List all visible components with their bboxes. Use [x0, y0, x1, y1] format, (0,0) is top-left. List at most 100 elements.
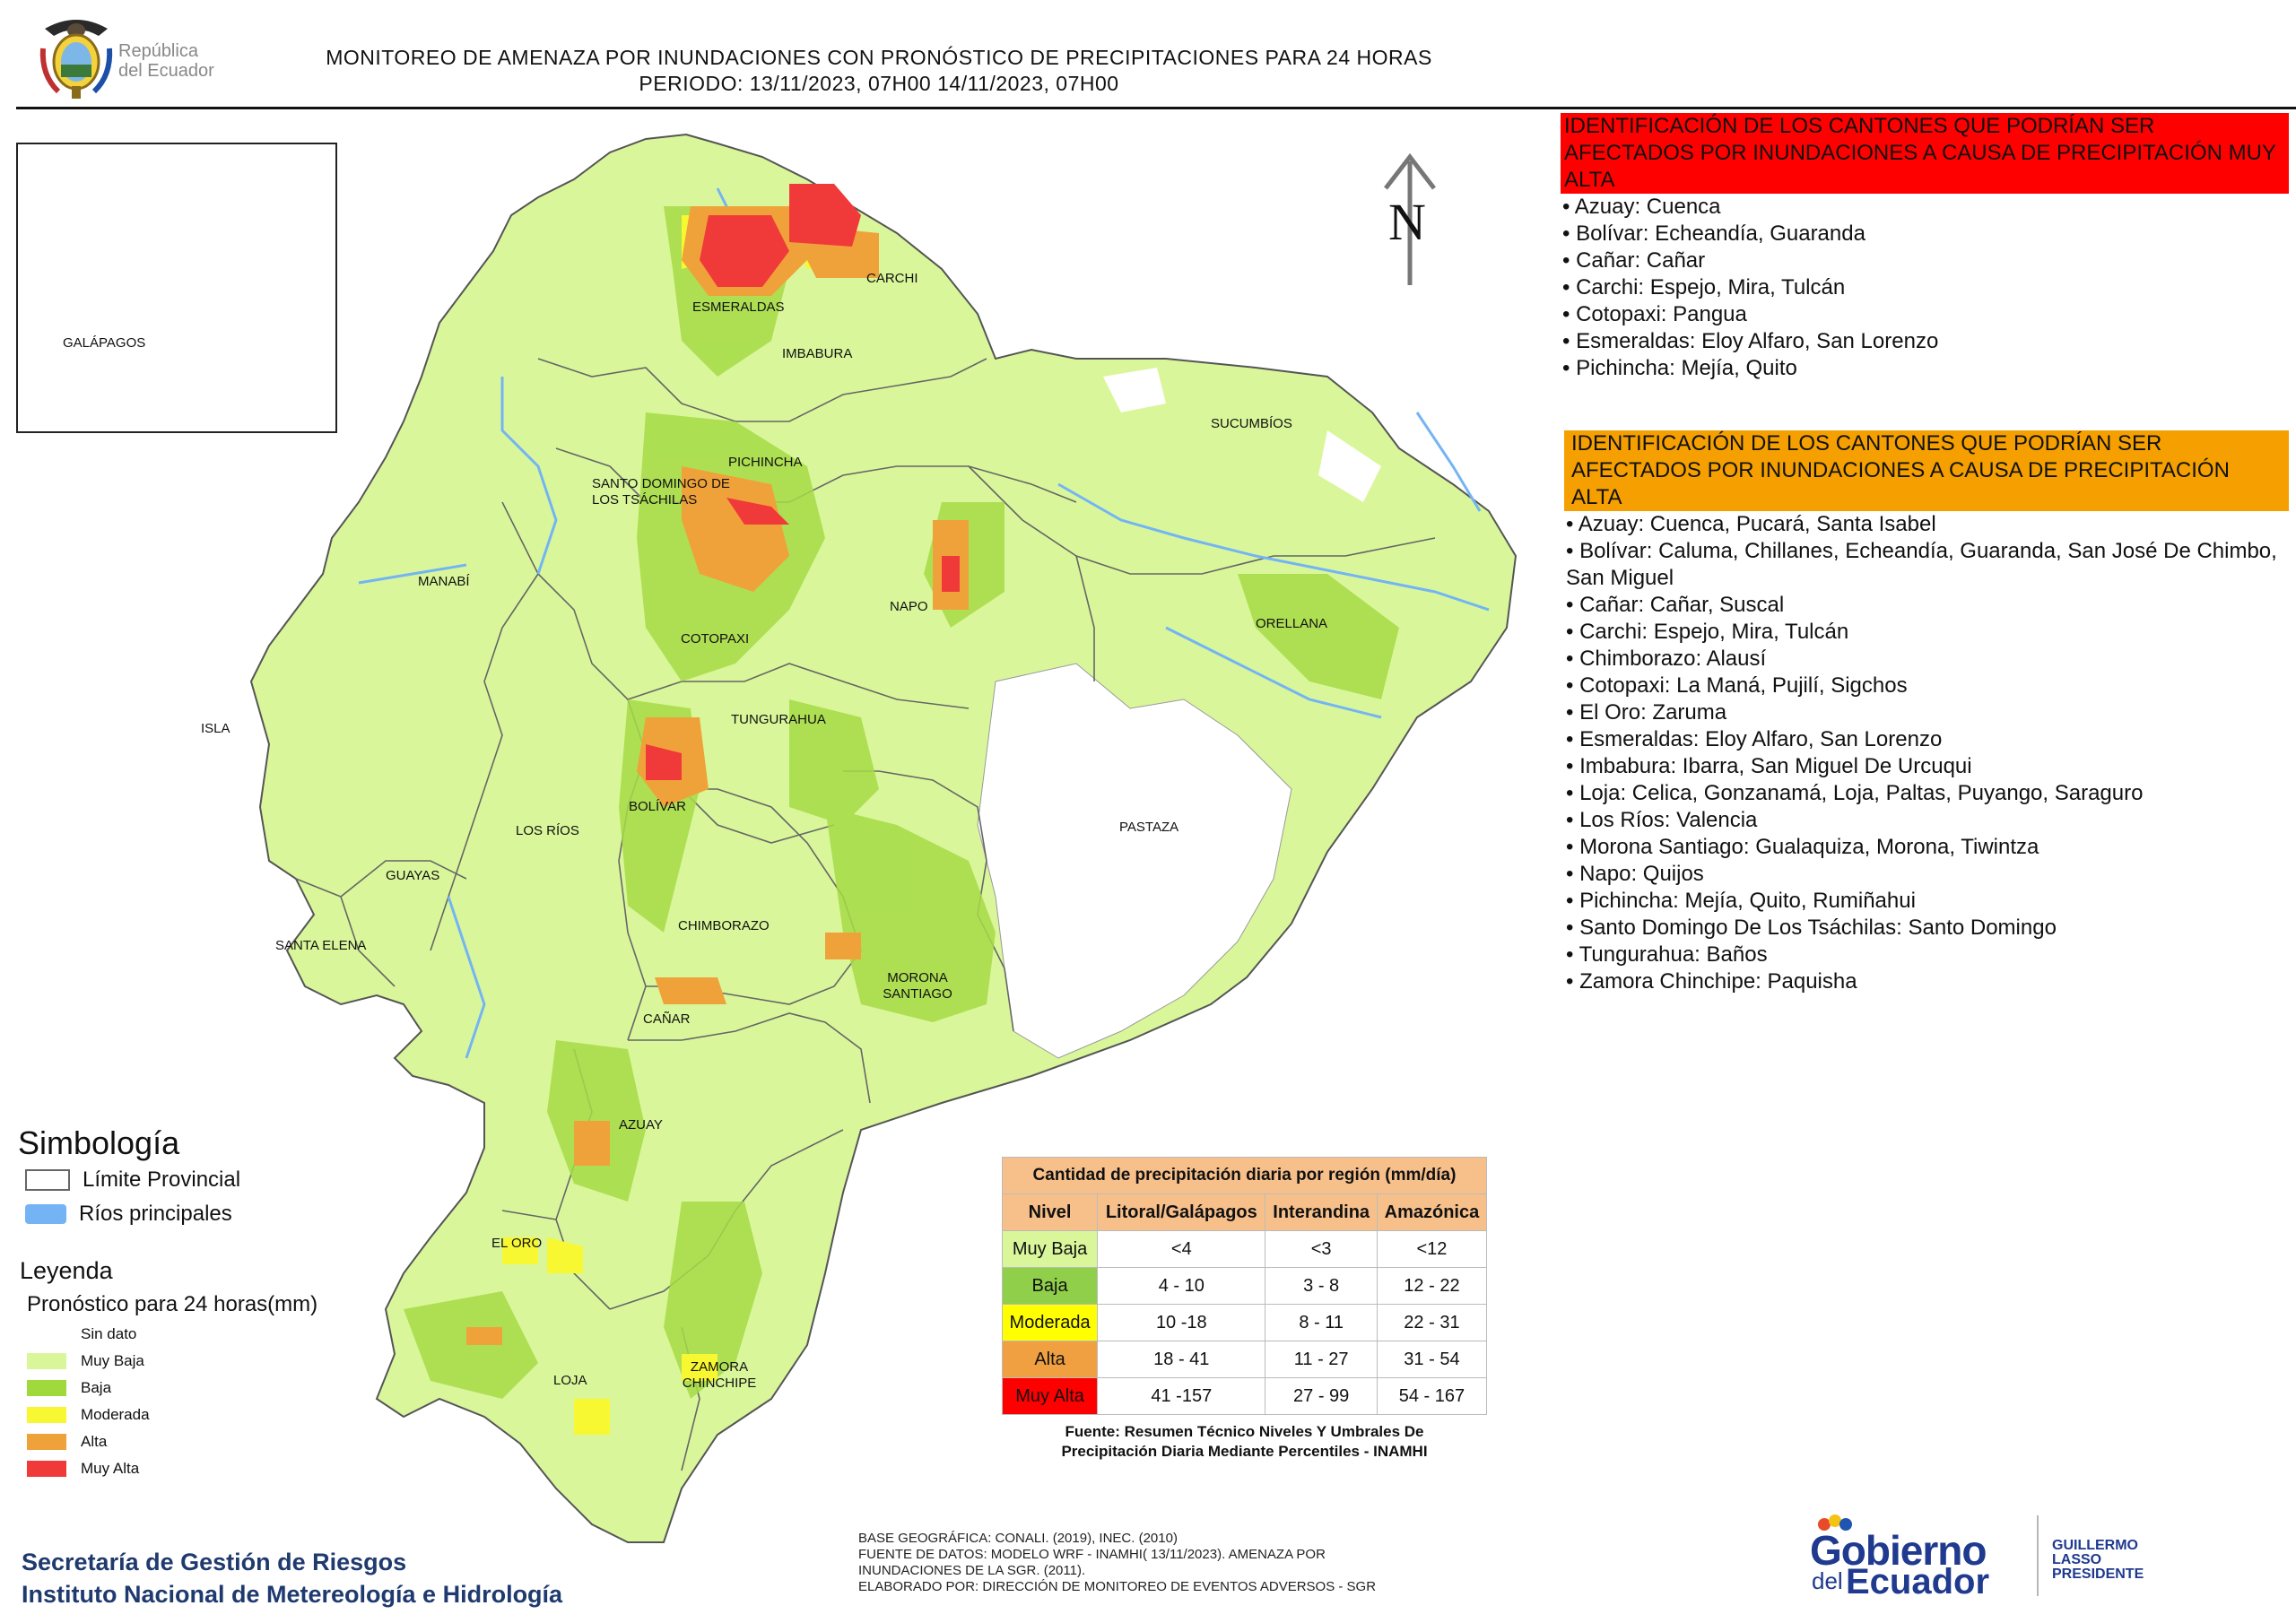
simbologia-title: Simbología	[18, 1124, 180, 1161]
table-cell: 3 - 8	[1265, 1267, 1378, 1305]
agency-name-inamhi: Instituto Nacional de Metereología e Hid…	[22, 1581, 563, 1608]
list-item: • Bolívar: Echeandía, Guaranda	[1562, 221, 1866, 246]
list-item: • Azuay: Cuenca	[1562, 195, 1721, 219]
nivel-cell: Muy Baja	[1001, 1230, 1099, 1268]
table-cell: 18 - 41	[1097, 1341, 1266, 1378]
province-label: EL ORO	[491, 1236, 543, 1251]
agency-name-sgr: Secretaría de Gestión de Riesgos	[22, 1549, 407, 1575]
province-label: CHIMBORAZO	[678, 918, 770, 933]
source-line: ELABORADO POR: DIRECCIÓN DE MONITOREO DE…	[858, 1579, 1377, 1594]
column-header: Nivel	[1001, 1193, 1099, 1231]
list-item: • Napo: Quijos	[1566, 862, 1704, 886]
gobierno-logo: Gobierno del Ecuador GUILLERMO LASSO PRE…	[1801, 1506, 2178, 1605]
province-label: MANABÍ	[418, 574, 470, 589]
map-title: MONITOREO DE AMENAZA POR INUNDACIONES CO…	[326, 46, 1432, 95]
logo-divider	[2037, 1515, 2039, 1596]
legend-label: Moderada	[81, 1406, 150, 1423]
legend-label: Límite Provincial	[83, 1167, 241, 1192]
province-label: ISLA	[201, 721, 230, 736]
province-label: LOJA	[553, 1373, 587, 1388]
province-label: PICHINCHA	[728, 455, 803, 470]
president-name: GUILLERMO LASSO	[2052, 1538, 2138, 1567]
table-row: Muy Baja <4 <3 <12	[1001, 1230, 1488, 1268]
table-cell: 27 - 99	[1265, 1377, 1378, 1415]
list-item: • Esmeraldas: Eloy Alfaro, San Lorenzo	[1566, 727, 1943, 751]
table-row: Baja 4 - 10 3 - 8 12 - 22	[1001, 1267, 1488, 1305]
legend-label: Ríos principales	[79, 1202, 232, 1226]
column-header: Litoral/Galápagos	[1097, 1193, 1266, 1231]
list-item: • Cotopaxi: Pangua	[1562, 302, 1747, 326]
legend-row: Muy Baja	[27, 1348, 317, 1375]
president-block: GUILLERMO LASSO PRESIDENTE	[2052, 1539, 2178, 1582]
list-item: • Cotopaxi: La Maná, Pujilí, Sigchos	[1566, 673, 1908, 698]
president-title: PRESIDENTE	[2052, 1567, 2144, 1582]
muy-baja-swatch	[27, 1353, 66, 1369]
legend-row: Ríos principales	[25, 1202, 240, 1227]
list-item: • Esmeraldas: Eloy Alfaro, San Lorenzo	[1562, 329, 1939, 353]
province-label: GUAYAS	[386, 868, 440, 883]
muy-alta-heading: IDENTIFICACIÓN DE LOS CANTONES QUE PODRÍ…	[1561, 113, 2289, 194]
gobierno-word: Gobierno	[1810, 1527, 1987, 1574]
pastaza-no-data-area	[977, 663, 1292, 1059]
del-word: del	[1812, 1567, 1843, 1594]
nivel-cell: Baja	[1001, 1267, 1099, 1305]
alta-heading: IDENTIFICACIÓN DE LOS CANTONES QUE PODRÍ…	[1564, 430, 2289, 511]
sin-dato-swatch	[27, 1326, 66, 1342]
table-cell: 10 -18	[1097, 1304, 1266, 1341]
coat-of-arms-logo	[36, 13, 117, 100]
nivel-cell: Alta	[1001, 1341, 1099, 1378]
legend-row: Baja	[27, 1375, 317, 1402]
legend-label: Muy Alta	[81, 1460, 140, 1477]
data-source-notes: BASE GEOGRÁFICA: CONALI. (2019), INEC. (…	[858, 1531, 1376, 1595]
table-title: Cantidad de precipitación diaria por reg…	[1002, 1157, 1487, 1194]
province-label: SANTO DOMINGO DE LOS TSÁCHILAS	[592, 476, 730, 508]
moderada-swatch	[27, 1407, 66, 1423]
list-item: • Tungurahua: Baños	[1566, 942, 1768, 967]
list-item: • Cañar: Cañar, Suscal	[1566, 593, 1785, 617]
legend-row: Límite Provincial	[25, 1167, 240, 1193]
province-label: SANTA ELENA	[275, 938, 367, 953]
gobierno-logo-mark-icon	[1818, 1515, 1852, 1531]
leyenda-title: Leyenda	[20, 1257, 113, 1284]
list-item: • Santo Domingo De Los Tsáchilas: Santo …	[1566, 916, 2057, 940]
table-cell: 22 - 31	[1376, 1304, 1488, 1341]
republica-logo-text: República del Ecuador	[118, 41, 214, 81]
galapagos-inset	[16, 143, 337, 433]
precipitation-table: Cantidad de precipitación diaria por reg…	[1001, 1157, 1488, 1415]
legend-label: Baja	[81, 1379, 112, 1396]
inset-label-galapagos: GALÁPAGOS	[63, 335, 146, 351]
legend-label: Muy Baja	[81, 1352, 144, 1369]
table-row: Moderada 10 -18 8 - 11 22 - 31	[1001, 1304, 1488, 1341]
list-item: • Zamora Chinchipe: Paquisha	[1566, 969, 1857, 994]
province-label: CAÑAR	[643, 1011, 691, 1027]
table-cell: <4	[1097, 1230, 1266, 1268]
table-cell: 8 - 11	[1265, 1304, 1378, 1341]
list-item: • Chimborazo: Alausí	[1566, 647, 1767, 671]
list-item: • Pichincha: Mejía, Quito, Rumiñahui	[1566, 889, 1916, 913]
list-item: • Los Ríos: Valencia	[1566, 808, 1758, 832]
province-label: SUCUMBÍOS	[1211, 416, 1292, 431]
header-divider	[16, 107, 2296, 109]
leyenda-legend: Leyenda Pronóstico para 24 horas(mm) Sin…	[20, 1257, 317, 1482]
list-item: • Azuay: Cuenca, Pucará, Santa Isabel	[1566, 512, 1936, 536]
muy-alta-list: IDENTIFICACIÓN DE LOS CANTONES QUE PODRÍ…	[1561, 113, 2289, 382]
precipitation-table-block: Cantidad de precipitación diaria por reg…	[1001, 1157, 1488, 1462]
province-label: CARCHI	[866, 271, 918, 286]
muy-alta-swatch	[27, 1461, 66, 1477]
legend-row: Alta	[27, 1428, 317, 1455]
river-swatch	[25, 1204, 66, 1224]
source-line: BASE GEOGRÁFICA: CONALI. (2019), INEC. (…	[858, 1531, 1178, 1546]
table-cell: 31 - 54	[1376, 1341, 1488, 1378]
source-line: INUNDACIONES DE LA SGR. (2011).	[858, 1563, 1086, 1578]
table-row: Alta 18 - 41 11 - 27 31 - 54	[1001, 1341, 1488, 1378]
source-line: FUENTE DE DATOS: MODELO WRF - INAMHI( 13…	[858, 1547, 1326, 1562]
province-label: IMBABURA	[782, 346, 853, 361]
province-label: MORONA SANTIAGO	[883, 970, 952, 1002]
list-item: • Morona Santiago: Gualaquiza, Morona, T…	[1566, 835, 2039, 859]
legend-row: Muy Alta	[27, 1455, 317, 1482]
table-cell: 54 - 167	[1376, 1377, 1488, 1415]
province-label: ESMERALDAS	[692, 299, 785, 315]
list-item: • Carchi: Espejo, Mira, Tulcán	[1566, 620, 1849, 644]
table-row: Muy Alta 41 -157 27 - 99 54 - 167	[1001, 1377, 1488, 1415]
list-item: • Carchi: Espejo, Mira, Tulcán	[1562, 275, 1846, 299]
